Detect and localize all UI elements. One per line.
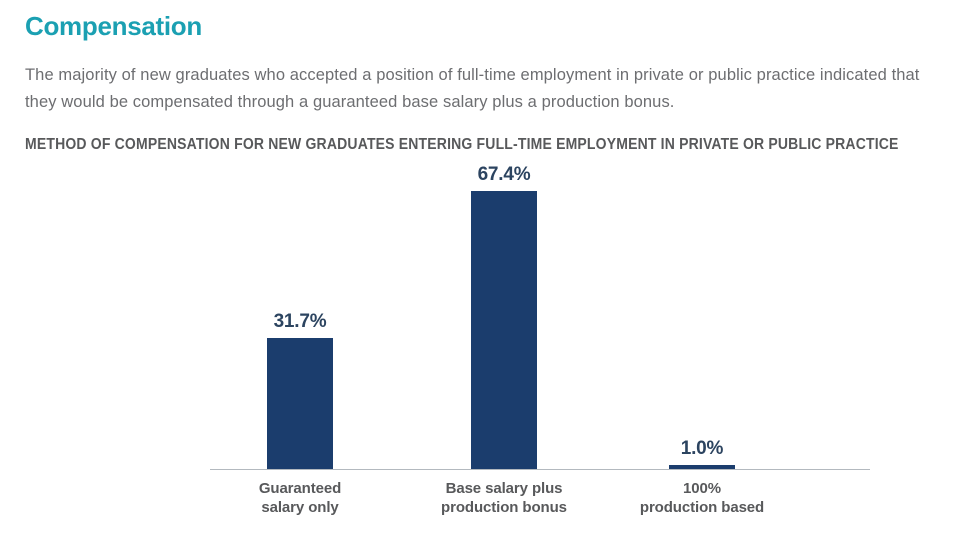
x-axis-line — [210, 469, 870, 470]
bar-category-label: Base salary plus production bonus — [441, 480, 567, 516]
bar-chart: 31.7% Guaranteed salary only 67.4% Base sal… — [210, 164, 870, 516]
bar-value-label: 31.7% — [273, 311, 327, 332]
bar-value-label: 1.0% — [680, 438, 724, 459]
bar — [471, 191, 537, 469]
page-title: Compensation — [25, 11, 202, 41]
bar-value-label: 67.4% — [477, 164, 531, 185]
bar-category-label: Guaranteed salary only — [258, 480, 342, 516]
intro-paragraph: The majority of new graduates who accept… — [25, 66, 920, 111]
bar — [669, 465, 735, 469]
bar — [267, 338, 333, 469]
bar-category-label: 100% production based — [639, 480, 765, 516]
chart-title: METHOD OF COMPENSATION FOR NEW GRADUATES… — [25, 136, 899, 153]
